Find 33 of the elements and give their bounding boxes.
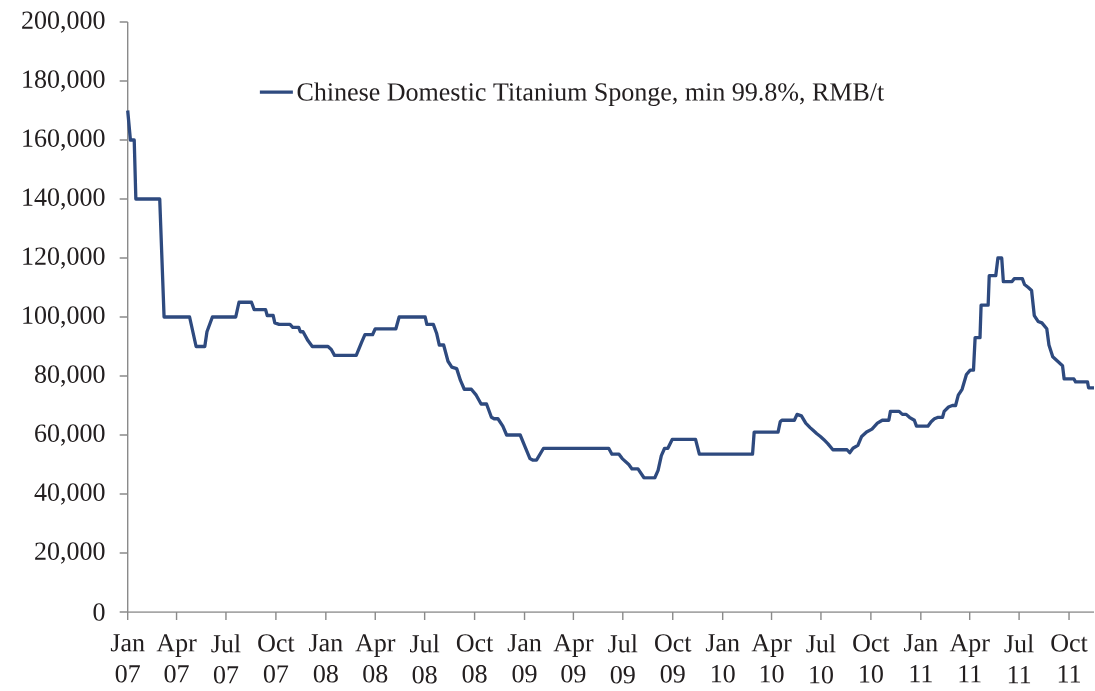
- y-tick-label: 80,000: [34, 365, 105, 387]
- x-tick-label: Oct 07: [258, 634, 295, 683]
- x-tick-label: Oct 08: [456, 634, 494, 683]
- line-series: [126, 108, 1095, 480]
- y-tick-label: 40,000: [34, 483, 105, 505]
- x-tick-label: Oct 09: [655, 634, 692, 683]
- y-tick-label: 120,000: [23, 247, 105, 269]
- x-tick-label: Oct 11: [1051, 634, 1088, 683]
- y-tick-label: 140,000: [23, 188, 105, 210]
- x-tick-label: Jul 08: [410, 634, 440, 684]
- x-tick-label: Jul 09: [608, 634, 638, 684]
- x-tick-label: Apr 11: [949, 634, 990, 683]
- x-tick-label: Apr 08: [355, 634, 396, 683]
- x-tick-label: Jul 11: [1004, 634, 1034, 684]
- x-tick-label: Jan 09: [507, 634, 542, 683]
- y-tick-label: 0: [93, 603, 105, 621]
- x-tick-label: Jan 10: [705, 634, 740, 683]
- y-tick-label: 200,000: [22, 11, 105, 33]
- y-tick-label: 60,000: [35, 424, 105, 446]
- x-tick-label: Apr 07: [156, 634, 197, 683]
- x-tick-label: Jul 07: [211, 634, 241, 684]
- x-tick-label: Jan 08: [309, 634, 343, 683]
- x-tick-label: Jul 10: [806, 634, 836, 684]
- x-tick-label: Apr 09: [553, 634, 594, 683]
- x-tick-label: Oct 10: [853, 634, 890, 683]
- y-tick-label: 100,000: [23, 306, 105, 328]
- x-tick-label: Apr 10: [751, 634, 792, 683]
- legend-label: Chinese Domestic Titanium Sponge, min 99.8%, RMB/t: [297, 82, 885, 107]
- x-tick-label: Jan 11: [904, 634, 938, 683]
- y-tick-label: 180,000: [23, 70, 105, 92]
- x-tick-label: Jan 07: [110, 634, 145, 683]
- y-tick-label: 20,000: [35, 542, 105, 564]
- y-tick-label: 160,000: [23, 129, 105, 151]
